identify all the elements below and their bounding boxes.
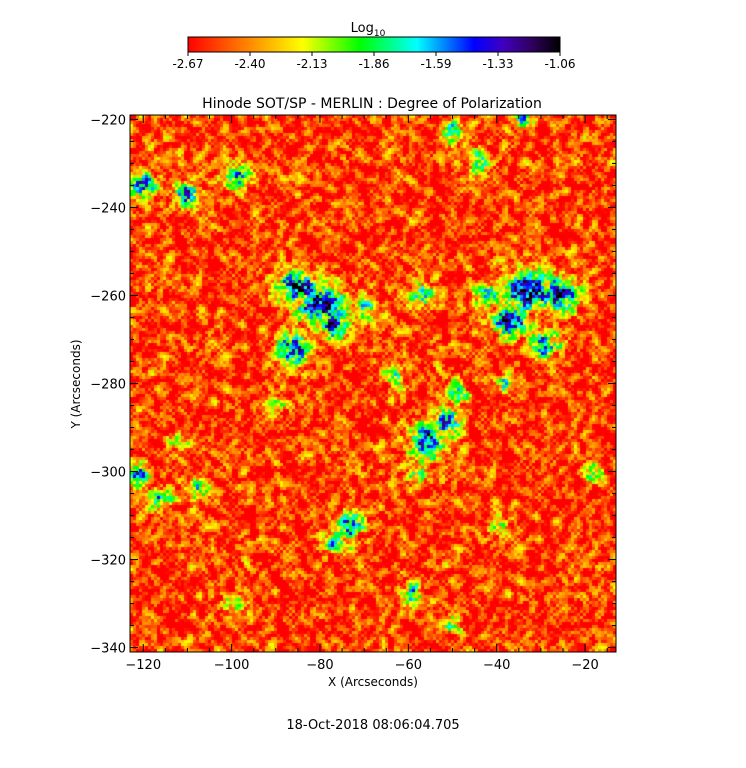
x-axis: −120 −100 −80 −60 −40 −20 [125, 115, 608, 673]
y-axis: −220 −240 −260 −280 −300 −320 −340 [90, 113, 616, 657]
y-tick-label: −300 [90, 466, 126, 481]
y-tick-label: −240 [90, 201, 126, 216]
x-tick-label: −60 [395, 658, 422, 673]
colorbar-tick-label: -2.67 [172, 57, 203, 71]
x-tick-label: −20 [571, 658, 598, 673]
y-axis-label: Y (Arcseconds) [69, 339, 83, 429]
y-tick-label: −220 [90, 113, 126, 128]
chart-title: Hinode SOT/SP - MERLIN : Degree of Polar… [202, 96, 542, 112]
colorbar-tick-label: -1.06 [544, 57, 575, 71]
y-tick-label: −280 [90, 378, 126, 393]
x-tick-label: −100 [214, 658, 250, 673]
y-tick-label: −320 [90, 554, 126, 569]
y-tick-label: −340 [90, 642, 126, 657]
colorbar-tick-label: -2.40 [234, 57, 265, 71]
x-tick-label: −80 [306, 658, 333, 673]
colorbar-tick-label: -1.59 [420, 57, 451, 71]
colorbar-label: Log10 [351, 21, 386, 39]
colorbar-ticks: -2.67 -2.40 -2.13 -1.86 -1.59 -1.33 -1.06 [172, 52, 576, 71]
colorbar-tick-label: -2.13 [296, 57, 327, 71]
x-tick-label: −40 [483, 658, 510, 673]
colorbar: Log10 -2.67 -2.40 -2.13 -1.86 -1.59 -1.33 -1.0… [172, 21, 575, 71]
colorbar-tick-label: -1.33 [482, 57, 513, 71]
x-tick-label: −120 [125, 658, 161, 673]
colorbar-tick-label: -1.86 [358, 57, 389, 71]
heatmap-canvas [130, 115, 616, 652]
colorbar-label-subscript: 10 [374, 29, 386, 39]
colorbar-gradient [187, 36, 561, 53]
plot-area: −120 −100 −80 −60 −40 −20 −220 −240 −260 −280 −30… [90, 113, 617, 673]
x-axis-label: X (Arcseconds) [328, 675, 418, 689]
y-tick-label: −260 [90, 289, 126, 304]
timestamp: 18-Oct-2018 08:06:04.705 [286, 718, 459, 733]
